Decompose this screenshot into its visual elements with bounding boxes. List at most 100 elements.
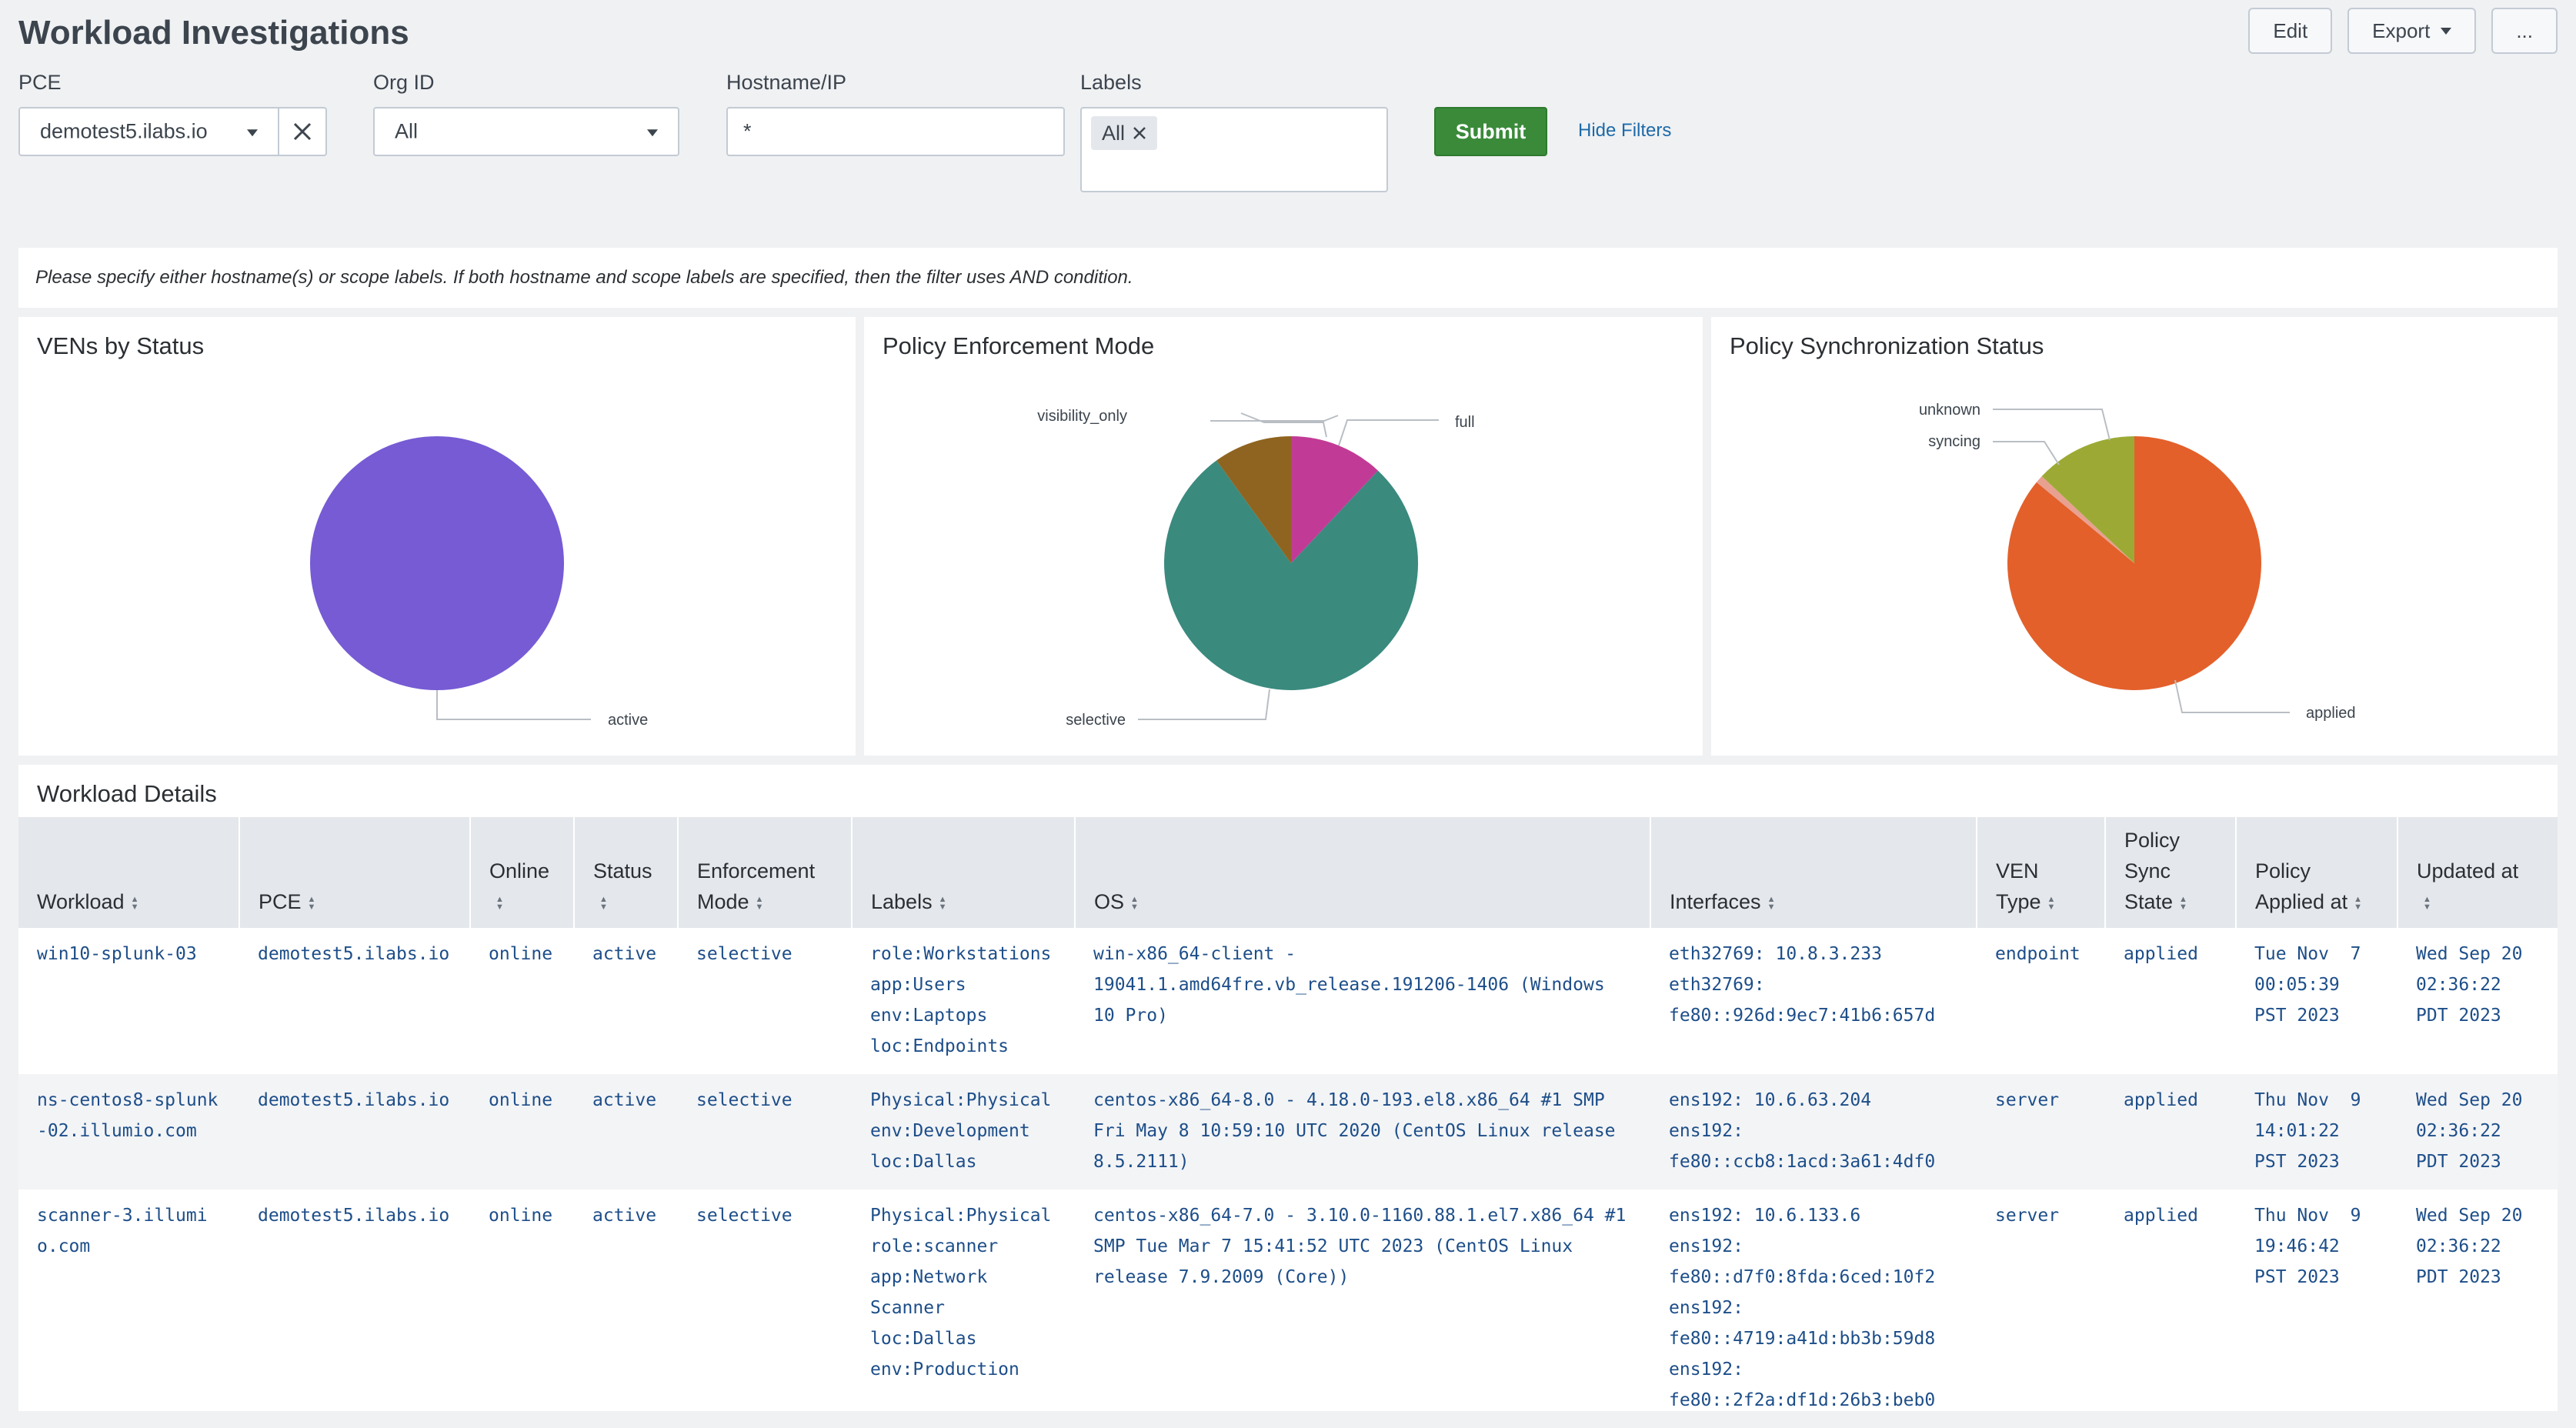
pie-slice-visibility-only[interactable] <box>1216 436 1291 563</box>
table-row[interactable]: win10-splunk-03 demotest5.ilabs.io online a… <box>18 928 2558 1074</box>
column-header-label: Policy <box>2124 829 2181 852</box>
label-chip: All <box>1091 116 1158 150</box>
sort-icon[interactable]: ▲ ▼ <box>755 894 764 912</box>
interfaces-cell-line: ens192: <box>1669 1236 1743 1256</box>
labels-multiselect[interactable]: All <box>1080 107 1388 192</box>
column-header[interactable]: Workload ▲ ▼ <box>18 817 240 928</box>
interfaces-cell-line: eth32769: <box>1669 975 1765 995</box>
pie-slice-full[interactable] <box>1291 436 1378 563</box>
pie-label-active: active <box>608 712 648 729</box>
labels-cell: Physical:Physical env:Development loc:Dall… <box>852 1074 1075 1189</box>
interfaces-cell-line: eth32769: 10.8.3.233 <box>1669 944 1882 964</box>
more-actions-label: ... <box>2516 18 2533 42</box>
pie-slice-applied[interactable] <box>2007 436 2262 690</box>
sort-icon[interactable]: ▲ ▼ <box>496 894 504 912</box>
sort-icon[interactable]: ▲ ▼ <box>130 894 139 912</box>
policy-applied-at-cell: Tue Nov 7 00:05:39 PST 2023 <box>2236 928 2397 1074</box>
column-header[interactable]: Updated at ▲ ▼ <box>2397 817 2558 928</box>
sort-icon[interactable]: ▲ ▼ <box>2354 894 2362 912</box>
enforcement-mode-cell-value: selective <box>696 944 792 964</box>
policy-applied-at-cell-line: Thu Nov 9 <box>2254 1206 2361 1226</box>
column-header[interactable]: Labels ▲ ▼ <box>852 817 1076 928</box>
sort-icon[interactable]: ▲ ▼ <box>1130 894 1139 912</box>
policy-applied-at-cell-line: 00:05:39 <box>2254 975 2340 995</box>
column-header-label: Enforcement <box>697 859 816 882</box>
os-cell-value: win-x86_64-client - 19041.1.amd64fre.vb_… <box>1093 944 1605 1026</box>
sort-icon[interactable]: ▲ ▼ <box>938 894 947 912</box>
policy-sync-state-cell-value: applied <box>2124 1206 2198 1226</box>
interfaces-cell-line: ens192: 10.6.133.6 <box>1669 1206 1861 1226</box>
sort-icon[interactable]: ▲ ▼ <box>599 894 608 912</box>
pie-slice-syncing[interactable] <box>2036 476 2134 563</box>
sort-icon[interactable]: ▲ ▼ <box>2179 894 2187 912</box>
labels-cell-line: role:Workstations <box>870 944 1052 964</box>
ven-type-cell-value: server <box>1995 1090 2060 1110</box>
column-header-label: State <box>2124 890 2174 913</box>
pie-label-full: full <box>1455 414 1475 431</box>
pie-label-selective: selective <box>1066 712 1126 729</box>
sort-icon[interactable]: ▲ ▼ <box>2047 894 2056 912</box>
submit-button[interactable]: Submit <box>1434 107 1547 156</box>
column-header[interactable]: Status ▲ ▼ <box>574 817 679 928</box>
table-row[interactable]: ns-centos8-splunk-02.illumio.com demotest… <box>18 1074 2558 1189</box>
labels-cell-line: app:Users <box>870 975 966 995</box>
updated-at-cell: Wed Sep 20 02:36:22 PDT 2023 <box>2397 928 2558 1074</box>
sort-icon[interactable]: ▲ ▼ <box>2423 894 2431 912</box>
pie-leader-line <box>1338 419 1439 446</box>
interfaces-cell: eth32769: 10.8.3.233 eth32769: fe80::926d:… <box>1650 928 1977 1074</box>
org-id-select[interactable]: All <box>373 107 679 156</box>
pie-label-applied: applied <box>2306 705 2356 722</box>
pie-leader-line <box>1210 415 1339 422</box>
hostname-input[interactable]: * <box>726 107 1065 156</box>
pie-slice-active[interactable] <box>310 436 564 690</box>
enforcement-mode-cell-value: selective <box>696 1206 792 1226</box>
pie-leader-line <box>1993 409 2111 441</box>
policy-sync-status-panel: Policy Synchronization Status applied sy… <box>1711 317 2558 756</box>
pce-filter-label: PCE <box>18 71 62 94</box>
export-button[interactable]: Export <box>2347 8 2477 54</box>
policy-applied-at-cell-line: PST 2023 <box>2254 1152 2340 1172</box>
column-header[interactable]: OS ▲ ▼ <box>1075 817 1651 928</box>
os-cell: centos-x86_64-7.0 - 3.10.0-1160.88.1.el7… <box>1075 1189 1650 1428</box>
updated-at-cell: Wed Sep 20 02:36:22 PDT 2023 <box>2397 1189 2558 1428</box>
column-header[interactable]: Enforcement Mode ▲ ▼ <box>678 817 853 928</box>
column-header[interactable]: PCE ▲ ▼ <box>239 817 471 928</box>
pce-clear-button[interactable] <box>279 107 327 156</box>
hide-filters-link[interactable]: Hide Filters <box>1578 120 1672 141</box>
interfaces-cell-line: fe80::2f2a:df1d:26b3:beb0 <box>1669 1390 1936 1410</box>
updated-at-cell-line: PDT 2023 <box>2416 1152 2501 1172</box>
sort-icon[interactable]: ▲ ▼ <box>307 894 316 912</box>
column-header-label: Updated at <box>2417 859 2519 882</box>
more-actions-button[interactable]: ... <box>2491 8 2558 54</box>
os-cell: centos-x86_64-8.0 - 4.18.0-193.el8.x86_6… <box>1075 1074 1650 1189</box>
edit-button[interactable]: Edit <box>2248 8 2333 54</box>
column-header[interactable]: VEN Type ▲ ▼ <box>1977 817 2106 928</box>
filter-help-text: Please specify either hostname(s) or sco… <box>35 267 1133 288</box>
pie-slice-unknown[interactable] <box>2041 436 2134 563</box>
pce-select[interactable]: demotest5.ilabs.io <box>18 107 279 156</box>
vens-by-status-chart: active <box>310 436 648 729</box>
pie-slice-selective[interactable] <box>1164 460 1419 690</box>
policy-enforcement-mode-chart: full selective visibility_only <box>1037 408 1475 729</box>
dashboard-actions: Edit Export ... <box>2248 8 2558 54</box>
column-header-label: Workload <box>37 890 125 913</box>
column-header[interactable]: Policy Sync State ▲ ▼ <box>2105 817 2237 928</box>
policy-applied-at-cell-line: 19:46:42 <box>2254 1236 2340 1256</box>
column-header[interactable]: Online ▲ ▼ <box>470 817 575 928</box>
close-icon[interactable] <box>1133 126 1146 140</box>
labels-cell-line: loc:Dallas <box>870 1152 977 1172</box>
online-cell: online <box>470 1189 574 1428</box>
updated-at-cell-line: PDT 2023 <box>2416 1006 2501 1026</box>
updated-at-cell-line: 02:36:22 <box>2416 1236 2501 1256</box>
column-header[interactable]: Interfaces ▲ ▼ <box>1650 817 1977 928</box>
column-header[interactable]: Policy Applied at ▲ ▼ <box>2236 817 2398 928</box>
hostname-input-value: * <box>743 119 752 143</box>
labels-filter-label: Labels <box>1080 71 1142 94</box>
sort-icon[interactable]: ▲ ▼ <box>1767 894 1776 912</box>
os-cell: win-x86_64-client - 19041.1.amd64fre.vb_… <box>1075 928 1650 1074</box>
column-header-label: PCE <box>259 890 302 913</box>
policy-applied-at-cell-line: PST 2023 <box>2254 1267 2340 1287</box>
table-row[interactable]: scanner-3.illumio.com demotest5.ilabs.io o… <box>18 1189 2558 1428</box>
ven-type-cell: endpoint <box>1977 928 2105 1074</box>
pie-leader-line <box>1240 412 1327 438</box>
